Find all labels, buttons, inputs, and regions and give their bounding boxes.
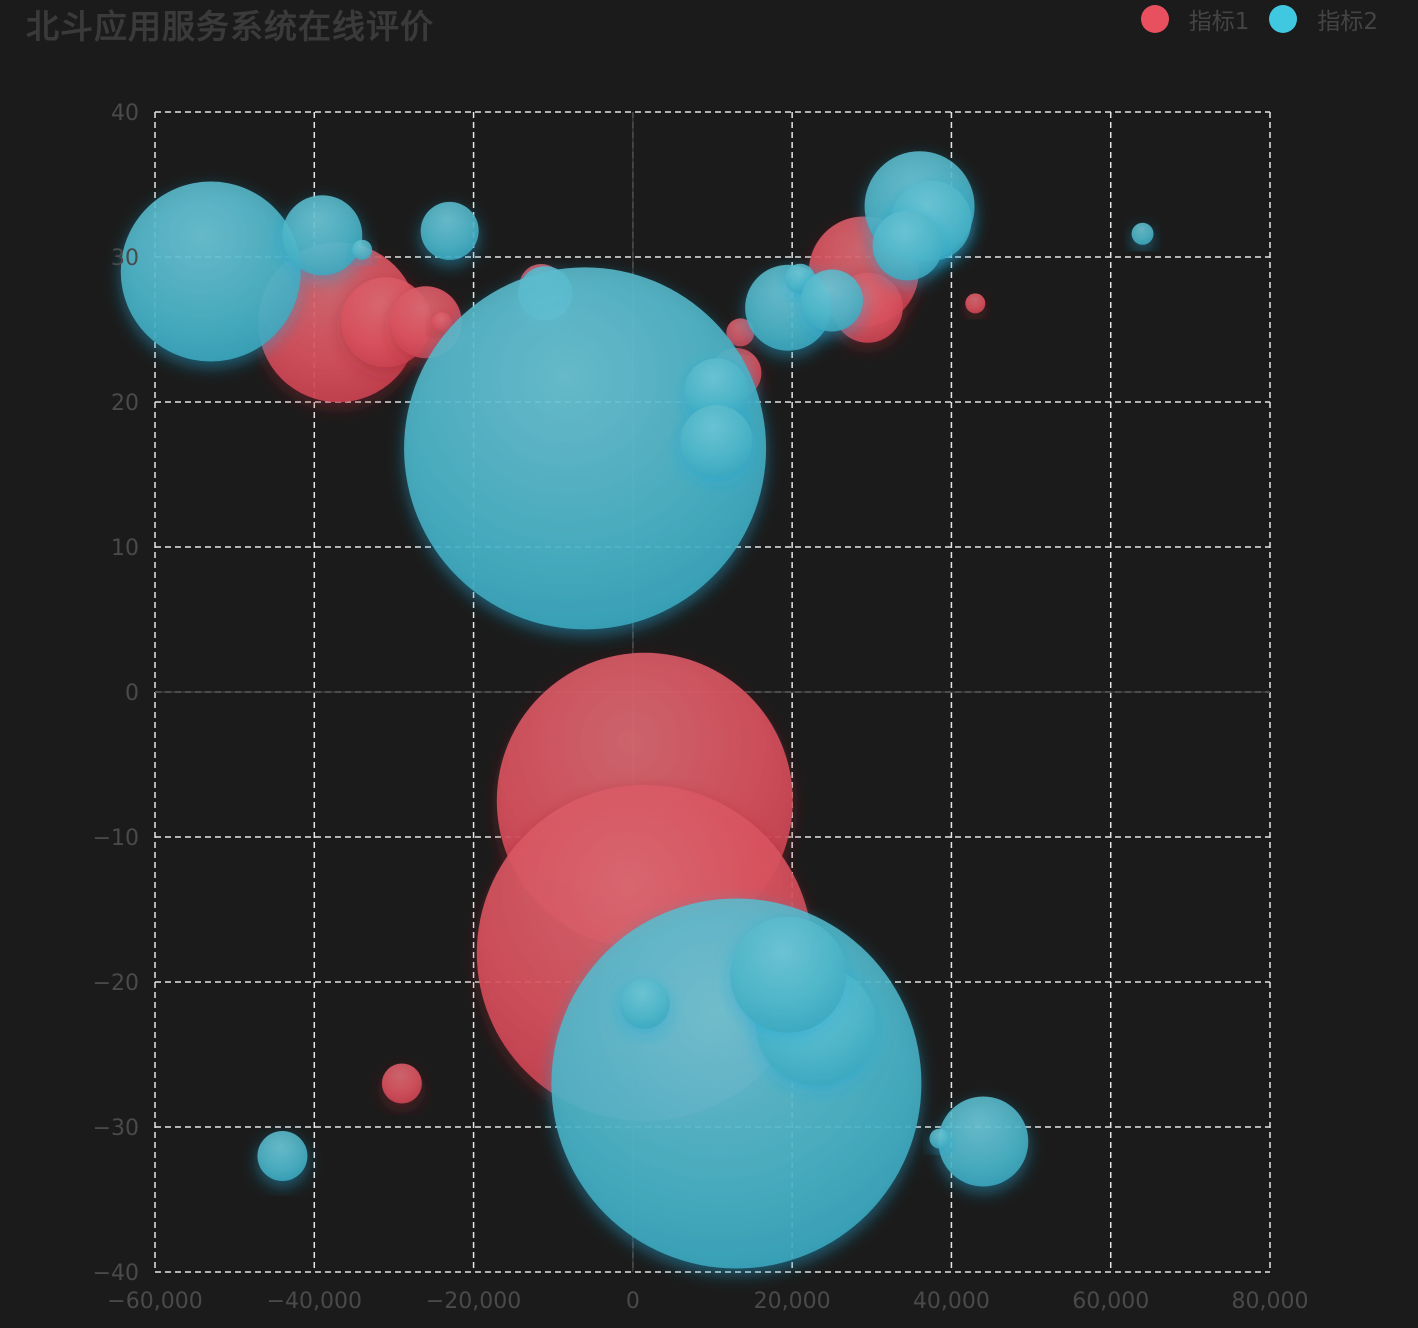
legend-item-series1[interactable]: 指标1 [1140, 2, 1250, 36]
y-tick-label: −40 [93, 1261, 139, 1286]
y-tick-label: 30 [111, 246, 139, 271]
bubble-series2-14[interactable] [1131, 222, 1154, 245]
bubble-series2-7[interactable] [680, 405, 753, 478]
y-axis-tick-labels: 40 30 20 10 0 −10 −20 −30 −40 [93, 101, 139, 1286]
x-tick-label: −40,000 [267, 1289, 362, 1314]
y-tick-label: 0 [125, 681, 139, 706]
chart-title: 北斗应用服务系统在线评价 [26, 7, 434, 46]
y-tick-label: −10 [93, 826, 139, 851]
x-tick-label: 0 [626, 1289, 640, 1314]
bubble-series2-3[interactable] [420, 201, 479, 260]
legend-marker-series1 [1140, 5, 1169, 33]
bubble-series2-5[interactable] [404, 267, 767, 630]
y-tick-label: 40 [111, 101, 139, 126]
bubbles [120, 151, 1154, 1269]
bubble-series2-1[interactable] [282, 195, 363, 276]
x-tick-label: 20,000 [754, 1289, 831, 1314]
legend: 指标1 指标2 [1140, 2, 1378, 36]
x-tick-label: 80,000 [1232, 1289, 1309, 1314]
bubble-series2-21[interactable] [257, 1131, 308, 1181]
bubble-series2-20[interactable] [929, 1128, 950, 1149]
bubble-series1-8[interactable] [726, 318, 755, 347]
legend-item-series2[interactable]: 指标2 [1269, 2, 1378, 36]
y-tick-label: −30 [93, 1116, 139, 1141]
bubble-series2-17[interactable] [619, 978, 670, 1029]
bubble-series2-6[interactable] [684, 358, 749, 423]
y-tick-label: −20 [93, 971, 139, 996]
bubble-series1-11[interactable] [965, 293, 986, 314]
bubble-series1-5[interactable] [431, 312, 452, 333]
bubble-series2-0[interactable] [120, 181, 301, 362]
bubble-series2-18[interactable] [730, 916, 847, 1033]
legend-label-series1: 指标1 [1188, 9, 1250, 35]
x-tick-label: 60,000 [1072, 1289, 1149, 1314]
x-axis-tick-labels: −60,000 −40,000 −20,000 0 20,000 40,000 60,000… [107, 1289, 1308, 1314]
bubble-series2-10[interactable] [800, 269, 863, 332]
legend-label-series2: 指标2 [1317, 9, 1378, 35]
bubble-series2-19[interactable] [938, 1096, 1029, 1187]
bubble-series1-12[interactable] [381, 1063, 422, 1104]
bubble-series2-13[interactable] [872, 210, 943, 281]
y-tick-label: 10 [111, 536, 139, 561]
x-tick-label: 40,000 [913, 1289, 990, 1314]
x-tick-label: −60,000 [107, 1289, 202, 1314]
legend-marker-series2 [1269, 5, 1298, 33]
bubble-series2-2[interactable] [352, 239, 373, 260]
y-tick-label: 20 [111, 391, 139, 416]
x-tick-label: −20,000 [426, 1289, 521, 1314]
